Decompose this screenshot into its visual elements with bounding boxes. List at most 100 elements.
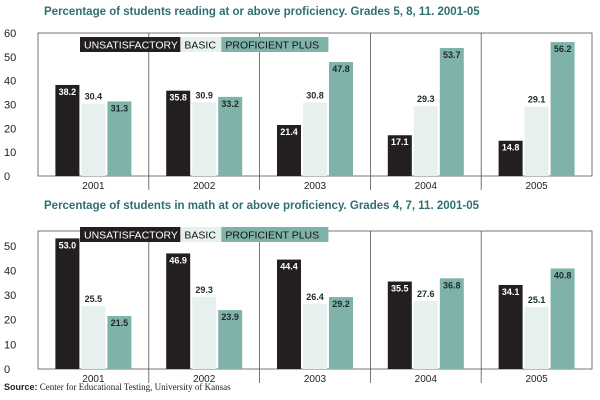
math-data-label: 29.3 [195, 285, 213, 295]
math-data-label: 27.6 [417, 289, 435, 299]
reading-data-label: 53.7 [443, 50, 461, 60]
reading-data-label: 33.2 [221, 99, 239, 109]
source-note: Source: Center for Educational Testing, … [4, 382, 231, 392]
reading-data-label: 56.2 [554, 44, 572, 54]
math-legend-label: BASIC [184, 230, 216, 242]
math-chart-title: Percentage of students in math at or abo… [44, 200, 480, 212]
math-data-label: 21.5 [111, 318, 129, 328]
math-xtick-label: 2005 [525, 374, 548, 385]
reading-legend-swatch [180, 37, 222, 52]
math-data-label: 36.8 [443, 280, 461, 290]
math-bar-proficient-plus [329, 297, 353, 369]
source-label: Source: [4, 382, 38, 392]
reading-data-label: 30.4 [85, 92, 103, 102]
math-data-label: 23.9 [221, 312, 239, 322]
math-ytick-label: 40 [4, 265, 16, 277]
math-bar-unsatisfactory [55, 238, 80, 369]
reading-data-label: 38.2 [59, 87, 77, 97]
math-ytick-label: 30 [4, 290, 16, 302]
math-bar-unsatisfactory [387, 281, 412, 369]
math-xtick-label: 2002 [193, 374, 216, 385]
math-bar-proficient-plus [107, 316, 132, 369]
reading-legend-swatch [221, 37, 329, 52]
reading-bar-basic [81, 103, 106, 176]
reading-ytick-label: 0 [4, 171, 10, 183]
reading-data-label: 17.1 [391, 137, 409, 147]
math-legend-swatch [180, 227, 222, 242]
reading-data-label: 21.4 [280, 127, 298, 137]
reading-bar-basic [303, 102, 327, 176]
math-data-label: 44.4 [280, 262, 298, 272]
reading-bar-unsatisfactory [277, 124, 301, 176]
reading-xtick-label: 2002 [193, 181, 216, 192]
reading-xtick-label: 2003 [304, 181, 327, 192]
math-ytick-label: 50 [4, 241, 16, 253]
reading-data-label: 30.9 [195, 90, 213, 100]
reading-bar-unsatisfactory [387, 135, 412, 176]
math-ytick-label: 10 [4, 339, 16, 351]
math-legend-swatch [80, 227, 181, 242]
reading-bar-proficient-plus [329, 62, 353, 176]
reading-bar-proficient-plus [218, 96, 243, 176]
math-data-label: 34.1 [502, 287, 520, 297]
math-data-label: 35.5 [391, 284, 409, 294]
math-bar-unsatisfactory [166, 253, 191, 369]
reading-data-label: 29.1 [528, 95, 546, 105]
math-bar-unsatisfactory [498, 284, 523, 369]
reading-bar-basic [524, 106, 549, 176]
math-data-label: 29.2 [332, 299, 350, 309]
math-data-label: 25.5 [85, 294, 103, 304]
math-bar-basic [524, 307, 549, 369]
reading-data-label: 47.8 [332, 64, 350, 74]
reading-xtick-label: 2005 [525, 181, 548, 192]
math-legend-label: PROFICIENT PLUS [225, 230, 319, 242]
reading-legend-label: PROFICIENT PLUS [225, 40, 319, 52]
reading-bar-proficient-plus [550, 42, 575, 176]
math-bar-basic [303, 303, 327, 369]
math-legend-label: UNSATISFACTORY [84, 230, 178, 242]
reading-ytick-label: 40 [4, 76, 16, 88]
math-legend-swatch [221, 227, 329, 242]
math-data-label: 46.9 [169, 255, 187, 265]
math-data-label: 26.4 [306, 292, 324, 302]
reading-bar-proficient-plus [107, 101, 132, 176]
math-chart: 0 10 20 30 40 50 2001 2002 2003 2004 2005 53.0 25.5 2… [4, 227, 593, 385]
reading-xtick-label: 2001 [82, 181, 105, 192]
reading-data-label: 14.8 [502, 143, 520, 153]
reading-bar-basic [192, 102, 217, 176]
math-bar-proficient-plus [550, 268, 575, 369]
math-bar-proficient-plus [218, 310, 243, 369]
reading-bar-proficient-plus [439, 48, 464, 176]
math-xtick-label: 2001 [82, 374, 105, 385]
reading-bar-unsatisfactory [498, 140, 523, 176]
math-ytick-label: 0 [4, 364, 10, 376]
reading-data-label: 35.8 [169, 93, 187, 103]
reading-legend-label: BASIC [184, 40, 216, 52]
reading-chart-title: Percentage of students reading at or abo… [44, 6, 480, 18]
math-bar-basic [192, 296, 217, 369]
reading-ytick-label: 20 [4, 123, 16, 135]
reading-bar-basic [413, 106, 438, 176]
math-ytick-label: 20 [4, 315, 16, 327]
math-xtick-label: 2003 [304, 374, 327, 385]
reading-data-label: 30.8 [306, 91, 324, 101]
math-bar-basic [81, 306, 106, 369]
reading-bar-unsatisfactory [166, 90, 191, 176]
math-data-label: 53.0 [59, 240, 77, 250]
math-data-label: 40.8 [554, 270, 572, 280]
source-text: Center for Educational Testing, Universi… [37, 382, 231, 392]
reading-data-label: 31.3 [111, 103, 129, 113]
reading-data-label: 29.3 [417, 94, 435, 104]
reading-bar-unsatisfactory [55, 84, 80, 176]
reading-chart: 0 10 20 30 40 50 60 2001 2002 2003 2004 2005 38.2 30.… [4, 28, 593, 192]
reading-legend-label: UNSATISFACTORY [84, 40, 178, 52]
reading-ytick-label: 60 [4, 28, 16, 40]
reading-ytick-label: 10 [4, 147, 16, 159]
reading-ytick-label: 50 [4, 52, 16, 64]
reading-xtick-label: 2004 [415, 181, 438, 192]
math-data-label: 25.1 [528, 295, 546, 305]
reading-legend-swatch [80, 37, 181, 52]
math-bar-unsatisfactory [277, 259, 301, 369]
math-bar-basic [413, 300, 438, 369]
math-xtick-label: 2004 [415, 374, 438, 385]
